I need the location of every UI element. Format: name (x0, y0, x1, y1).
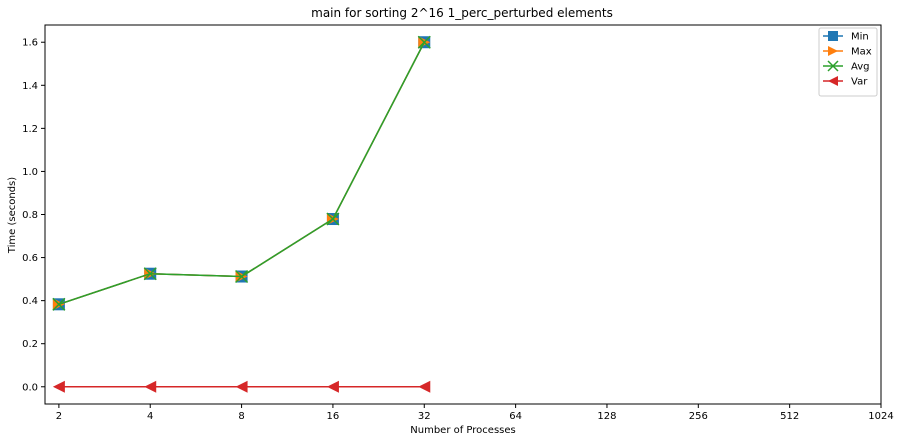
x-tick-label: 8 (238, 411, 244, 422)
y-tick-label: 0.0 (22, 382, 38, 393)
x-tick-label: 4 (147, 411, 153, 422)
data-point-avg (417, 35, 431, 49)
x-axis-label: Number of Processes (410, 425, 515, 436)
data-point-avg (326, 212, 340, 226)
x-tick-label: 32 (418, 411, 431, 422)
data-point-var (52, 380, 65, 393)
y-tick-label: 0.4 (22, 296, 38, 307)
x-tick-label: 64 (509, 411, 522, 422)
series-avg (52, 35, 431, 311)
y-tick-label: 0.2 (22, 339, 38, 350)
x-tick-label: 1024 (868, 411, 893, 422)
y-tick-label: 1.4 (22, 81, 38, 92)
x-tick-label: 128 (597, 411, 616, 422)
legend-marker-avg (827, 60, 839, 72)
y-tick-label: 1.0 (22, 167, 38, 178)
legend-label-min: Min (851, 32, 869, 43)
y-tick-label: 1.6 (22, 38, 38, 49)
legend-item-avg: Avg (823, 60, 870, 73)
data-point-var (418, 380, 431, 393)
y-tick-label: 1.2 (22, 124, 38, 135)
legend-item-var: Var (823, 76, 868, 88)
legend-label-max: Max (851, 47, 872, 58)
x-tick-label: 16 (327, 411, 340, 422)
legend-label-var: Var (851, 77, 868, 88)
y-axis-label: Time (seconds) (7, 177, 18, 254)
legend-label-avg: Avg (851, 62, 870, 73)
series-max (52, 36, 431, 311)
legend-item-min: Min (823, 31, 869, 43)
series-line-max (58, 41, 425, 306)
y-tick-label: 0.8 (22, 210, 38, 221)
series-layer (52, 35, 431, 393)
data-point-var (235, 380, 248, 393)
series-min (52, 36, 431, 311)
series-line-avg (58, 41, 425, 306)
data-point-var (326, 380, 339, 393)
x-axis: 2 4 8 16 32 64 128 256 512 1024 (56, 404, 894, 422)
x-tick-label: 512 (780, 411, 799, 422)
legend-marker-max (828, 46, 838, 56)
legend: Min Max Avg Var (818, 27, 878, 97)
y-tick-label: 0.6 (22, 253, 38, 264)
data-point-var (144, 380, 157, 393)
plot-frame (44, 24, 882, 405)
legend-item-max: Max (823, 46, 872, 58)
legend-marker-min (828, 31, 838, 41)
x-tick-label: 2 (56, 411, 62, 422)
x-tick-label: 256 (689, 411, 708, 422)
data-point-avg (235, 269, 249, 284)
y-axis: 0.0 0.2 0.4 0.6 0.8 1.0 1.2 1.4 1.6 (22, 38, 45, 393)
legend-marker-var (828, 76, 838, 86)
chart-title: main for sorting 2^16 1_perc_perturbed e… (311, 6, 613, 20)
series-var (52, 380, 431, 393)
series-line-min (58, 41, 425, 306)
data-point-avg (52, 297, 66, 311)
data-point-avg (143, 267, 157, 281)
